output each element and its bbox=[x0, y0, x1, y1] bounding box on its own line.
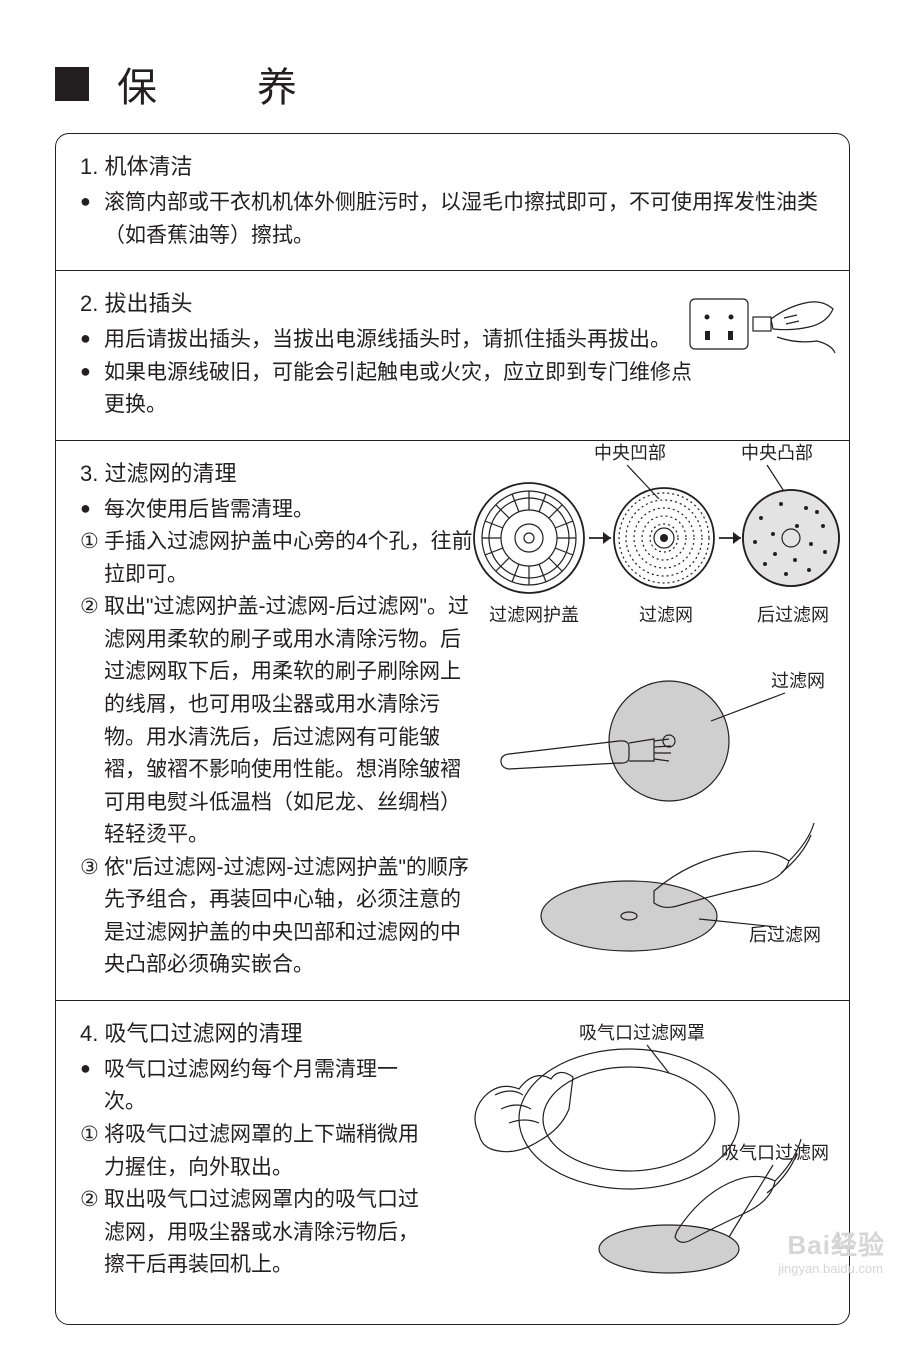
lbl-filter2: 过滤网 bbox=[771, 671, 825, 691]
page-title: 保 养 bbox=[117, 55, 327, 113]
lbl-intake-cover: 吸气口过滤网罩 bbox=[579, 1023, 705, 1043]
sec3-bullet-1: ● 每次使用后皆需清理。 bbox=[80, 494, 480, 527]
sec4-item-1: ① 将吸气口过滤网罩的上下端稍微用力握住，向外取出。 bbox=[80, 1119, 420, 1184]
section-3: 3. 过滤网的清理 ● 每次使用后皆需清理。 ① 手插入过滤网护盖中心旁的4个孔… bbox=[56, 441, 849, 1001]
sec1-bullet: ● 滚筒内部或干衣机机体外侧脏污时，以湿毛巾擦拭即可，不可使用挥发性油类（如香蕉… bbox=[80, 187, 825, 252]
sec3-n3: 依"后过滤网-过滤网-过滤网护盖"的顺序先予组合，再装回中心轴，必须注意的是过滤… bbox=[104, 852, 480, 982]
lbl-intake-filter: 吸气口过滤网 bbox=[721, 1143, 829, 1163]
circled-number-icon: ② bbox=[80, 1184, 104, 1282]
watermark: Bai经验 bbox=[788, 1225, 885, 1262]
sec3-b1: 每次使用后皆需清理。 bbox=[104, 494, 314, 527]
section-2: 2. 拔出插头 ● 用后请拔出插头，当拔出电源线插头时，请抓住插头再拔出。 ● … bbox=[56, 271, 849, 441]
lbl-cover: 过滤网护盖 bbox=[489, 605, 579, 625]
sec4-title: 4. 吸气口过滤网的清理 bbox=[80, 1016, 420, 1048]
title-square-icon bbox=[55, 67, 89, 101]
circled-number-icon: ① bbox=[80, 526, 104, 591]
sec2-title: 2. 拔出插头 bbox=[80, 286, 695, 318]
circled-number-icon: ③ bbox=[80, 852, 104, 982]
sec4-n2: 取出吸气口过滤网罩内的吸气口过滤网，用吸尘器或水清除污物后，擦干后再装回机上。 bbox=[104, 1184, 420, 1282]
sec2-bullet-1: ● 用后请拔出插头，当拔出电源线插头时，请抓住插头再拔出。 bbox=[80, 324, 695, 357]
lbl-concave: 中央凹部 bbox=[594, 443, 666, 463]
sec2-text-1: 用后请拔出插头，当拔出电源线插头时，请抓住插头再拔出。 bbox=[104, 324, 671, 357]
sec4-bullet-1: ● 吸气口过滤网约每个月需清理一次。 bbox=[80, 1054, 420, 1119]
sec4-item-2: ② 取出吸气口过滤网罩内的吸气口过滤网，用吸尘器或水清除污物后，擦干后再装回机上… bbox=[80, 1184, 420, 1282]
circled-number-icon: ② bbox=[80, 591, 104, 851]
three-filters-illustration: 中央凹部 中央凸部 bbox=[469, 443, 849, 643]
watermark-text: Bai经验 bbox=[788, 1230, 885, 1260]
sec2-text-2: 如果电源线破旧，可能会引起触电或火灾，应立即到专门维修点更换。 bbox=[104, 357, 695, 422]
sec3-n2: 取出"过滤网护盖-过滤网-后过滤网"。过滤网用柔软的刷子或用水清除污物。后过滤网… bbox=[104, 591, 480, 851]
sec3-item-3: ③ 依"后过滤网-过滤网-过滤网护盖"的顺序先予组合，再装回中心轴，必须注意的是… bbox=[80, 852, 480, 982]
section-4: 4. 吸气口过滤网的清理 ● 吸气口过滤网约每个月需清理一次。 ① 将吸气口过滤… bbox=[56, 1001, 849, 1324]
sec2-bullet-2: ● 如果电源线破旧，可能会引起触电或火灾，应立即到专门维修点更换。 bbox=[80, 357, 695, 422]
sec4-b1: 吸气口过滤网约每个月需清理一次。 bbox=[104, 1054, 420, 1119]
bullet-dot-icon: ● bbox=[80, 495, 104, 528]
sec3-item-2: ② 取出"过滤网护盖-过滤网-后过滤网"。过滤网用柔软的刷子或用水清除污物。后过… bbox=[80, 591, 480, 851]
sec3-title: 3. 过滤网的清理 bbox=[80, 456, 480, 488]
bullet-dot-icon: ● bbox=[80, 188, 104, 253]
watermark-sub: jingyan.baidu.com bbox=[778, 1261, 883, 1276]
sec4-n1: 将吸气口过滤网罩的上下端稍微用力握住，向外取出。 bbox=[104, 1119, 420, 1184]
sec1-title: 1. 机体清洁 bbox=[80, 149, 825, 181]
lbl-rear2: 后过滤网 bbox=[749, 925, 821, 945]
bullet-dot-icon: ● bbox=[80, 325, 104, 358]
circled-number-icon: ① bbox=[80, 1119, 104, 1184]
lbl-rear: 后过滤网 bbox=[757, 605, 829, 625]
title-row: 保 养 bbox=[55, 55, 850, 113]
lbl-filter: 过滤网 bbox=[639, 605, 693, 625]
sec1-text: 滚筒内部或干衣机机体外侧脏污时，以湿毛巾擦拭即可，不可使用挥发性油类（如香蕉油等… bbox=[104, 187, 825, 252]
bullet-dot-icon: ● bbox=[80, 358, 104, 423]
lbl-convex: 中央凸部 bbox=[741, 443, 813, 463]
section-1: 1. 机体清洁 ● 滚筒内部或干衣机机体外侧脏污时，以湿毛巾擦拭即可，不可使用挥… bbox=[56, 134, 849, 271]
sec3-item-1: ① 手插入过滤网护盖中心旁的4个孔，往前拉即可。 bbox=[80, 526, 480, 591]
plug-illustration bbox=[687, 289, 837, 359]
vacuum-rear-illustration: 后过滤网 bbox=[489, 821, 829, 971]
bullet-dot-icon: ● bbox=[80, 1055, 104, 1120]
content-box: 1. 机体清洁 ● 滚筒内部或干衣机机体外侧脏污时，以湿毛巾擦拭即可，不可使用挥… bbox=[55, 133, 850, 1325]
brush-filter-illustration: 过滤网 bbox=[489, 661, 829, 811]
sec3-n1: 手插入过滤网护盖中心旁的4个孔，往前拉即可。 bbox=[104, 526, 480, 591]
intake-filter-illustration: 吸气口过滤网罩 吸气口过滤网 bbox=[439, 1019, 839, 1289]
